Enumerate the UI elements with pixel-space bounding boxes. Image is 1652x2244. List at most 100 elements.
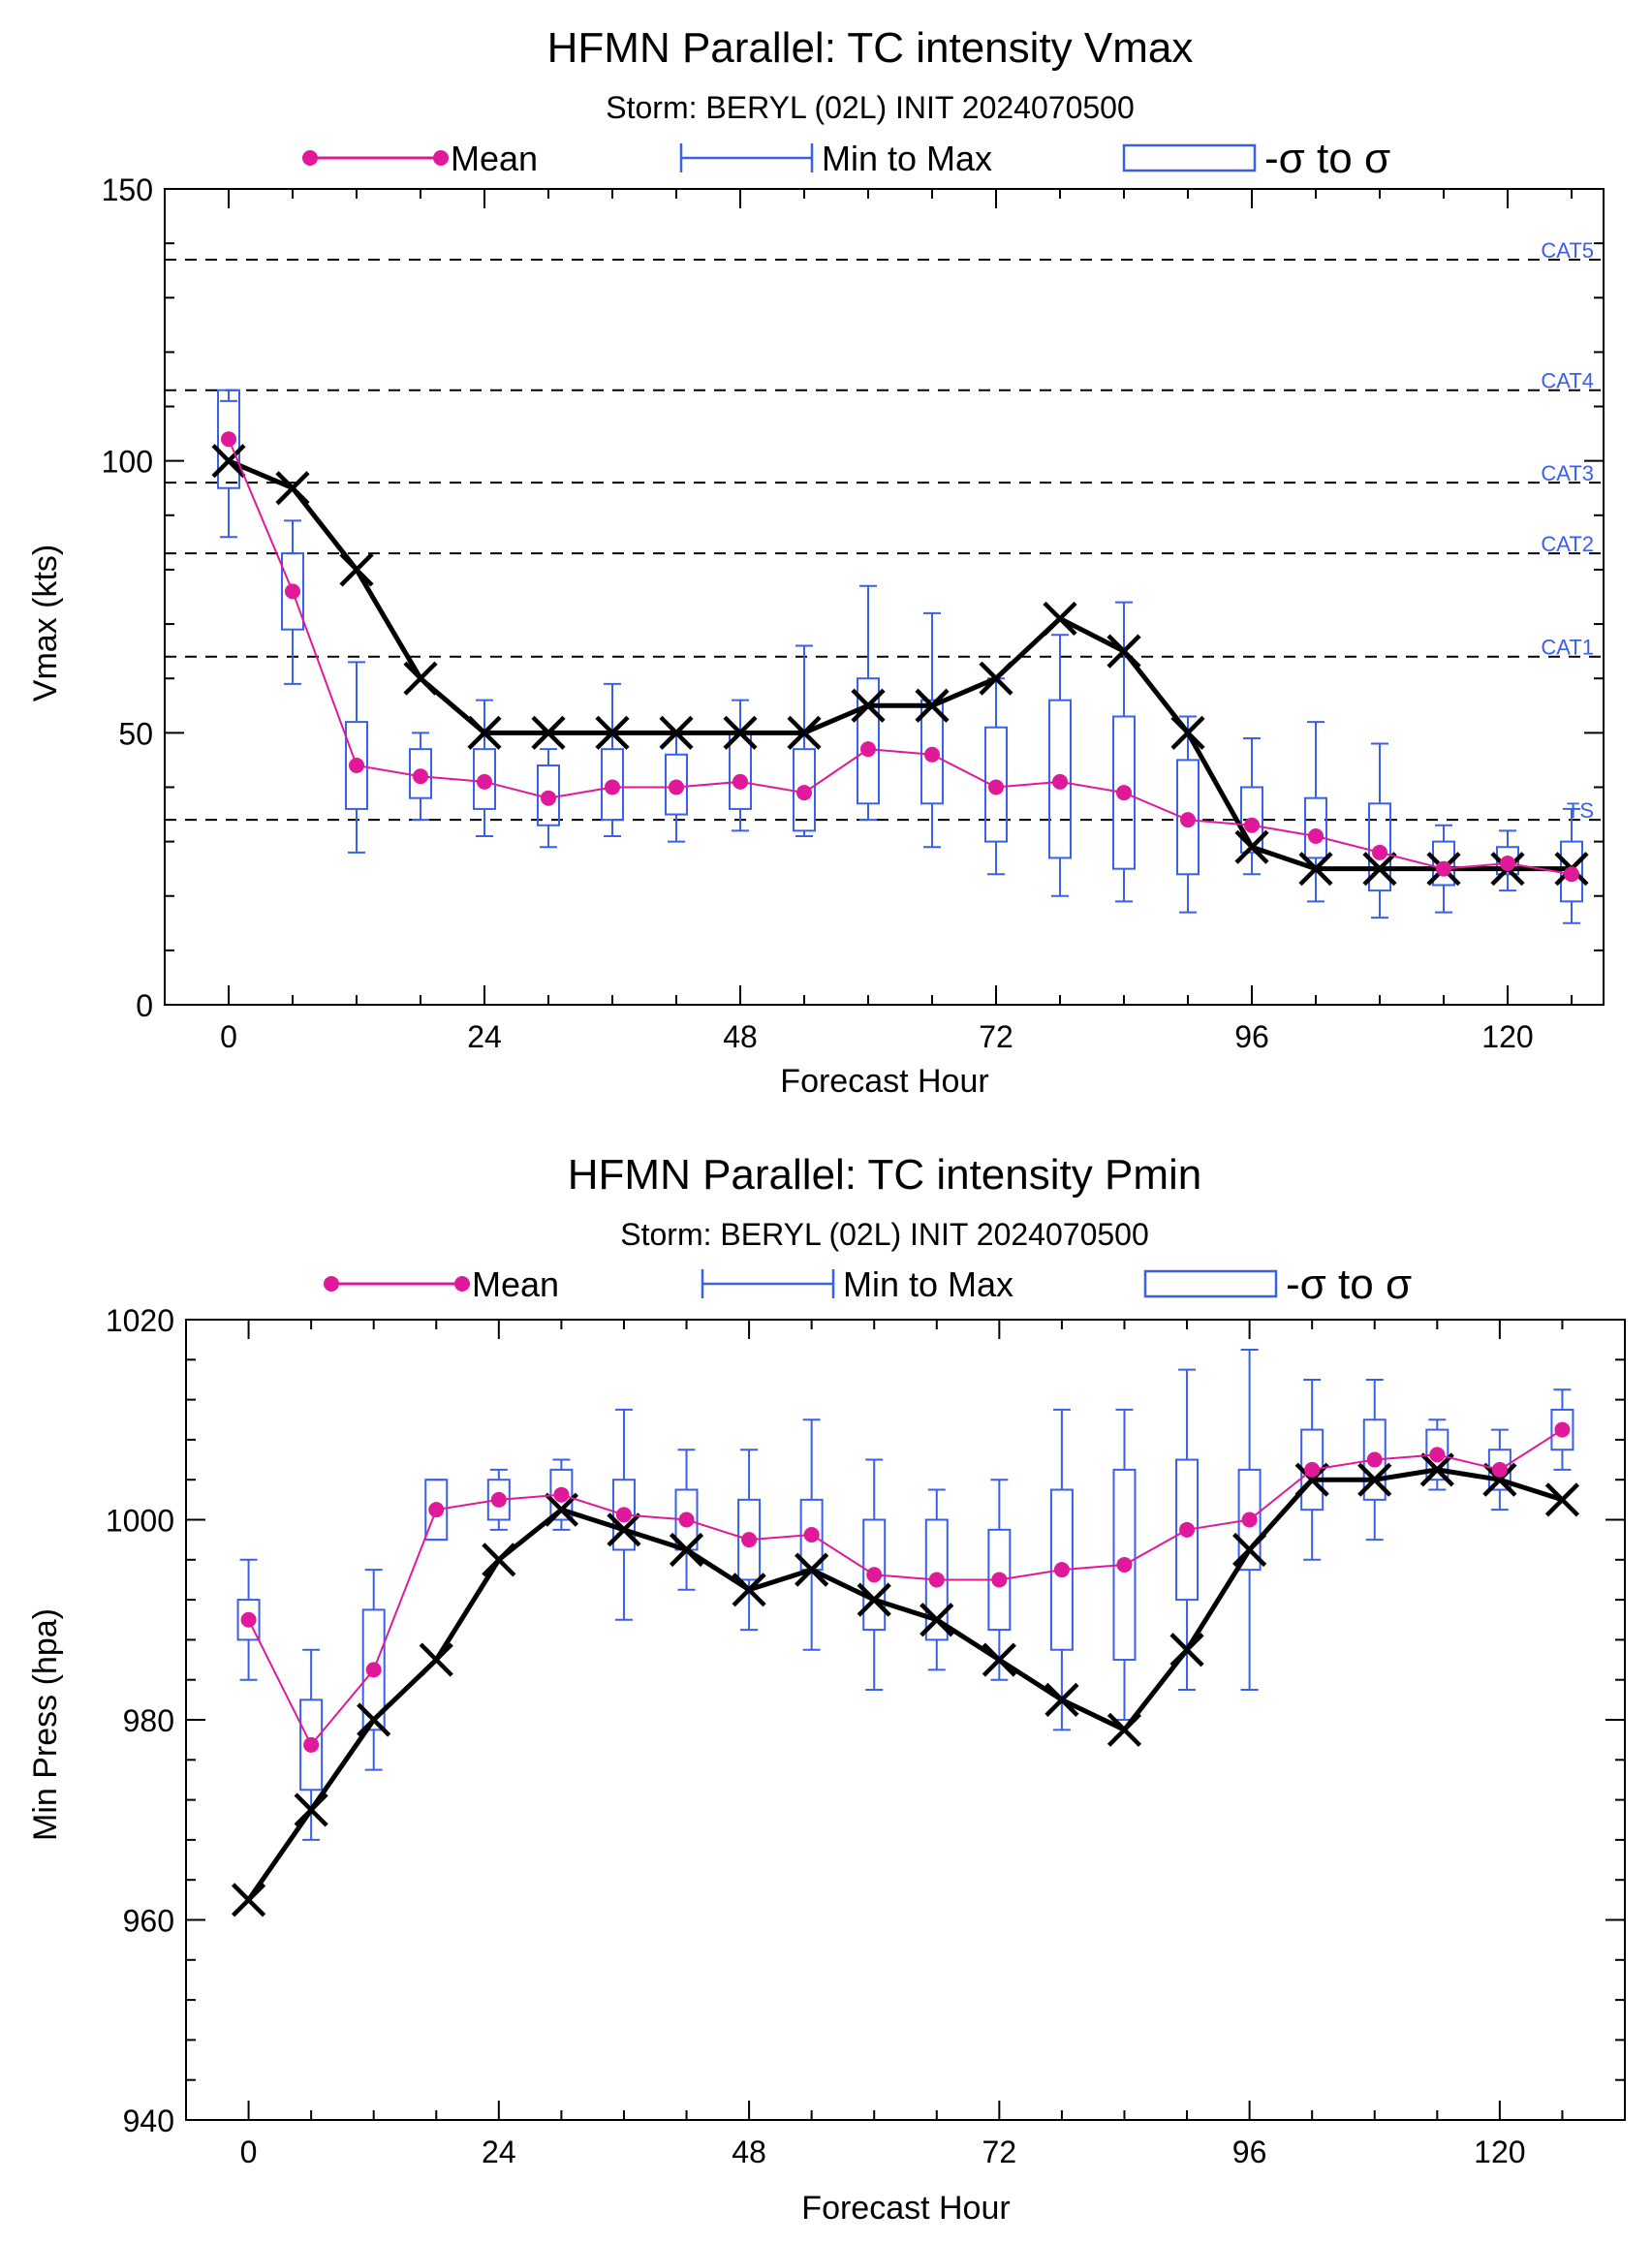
mean-point bbox=[1429, 1447, 1446, 1463]
actual-marker bbox=[723, 715, 758, 750]
sigma-box bbox=[236, 1599, 261, 1641]
mean-point bbox=[1366, 1451, 1383, 1468]
mean-point bbox=[1372, 844, 1387, 860]
sigma-box bbox=[1112, 715, 1136, 870]
mean-point bbox=[1241, 1512, 1258, 1528]
mean-line bbox=[228, 438, 1573, 876]
actual-marker bbox=[1362, 852, 1397, 887]
actual-marker bbox=[211, 444, 246, 479]
mean-point bbox=[477, 773, 492, 790]
mean-point bbox=[732, 773, 748, 790]
legend-mean-label: Mean bbox=[451, 139, 538, 178]
sigma-box bbox=[1368, 802, 1391, 892]
x-tick-label: 120 bbox=[1474, 2135, 1525, 2169]
x-tick-label: 24 bbox=[467, 1019, 502, 1054]
x-axis-label: Forecast Hour bbox=[780, 1063, 988, 1100]
pmin-chart: HFMN Parallel: TC intensity Pmin Storm: … bbox=[27, 1151, 1626, 2227]
threshold-label: CAT4 bbox=[1541, 369, 1594, 393]
mean-point bbox=[803, 1526, 820, 1543]
legend-mean-marker bbox=[454, 1276, 470, 1292]
legend: Mean Min to Max -σ to σ bbox=[324, 1261, 1412, 1308]
actual-marker bbox=[857, 1582, 891, 1617]
mean-point bbox=[1500, 856, 1515, 872]
mean-point bbox=[991, 1572, 1008, 1588]
threshold-label: CAT1 bbox=[1541, 636, 1594, 660]
legend-sigma-label: -σ to σ bbox=[1264, 135, 1390, 182]
legend-mean-marker bbox=[433, 150, 449, 166]
actual-marker bbox=[339, 552, 374, 587]
sigma-box bbox=[984, 726, 1008, 843]
mean-point bbox=[303, 1736, 320, 1753]
mean-point bbox=[741, 1532, 758, 1548]
mean-point bbox=[924, 746, 940, 763]
mean-point bbox=[428, 1502, 445, 1518]
actual-marker bbox=[294, 1792, 328, 1827]
actual-marker bbox=[419, 1642, 453, 1677]
x-tick-label: 72 bbox=[979, 1019, 1013, 1054]
actual-marker bbox=[1043, 601, 1077, 637]
y-tick-label: 960 bbox=[123, 1904, 174, 1939]
plot-area: 940 960 980 1000 1020 0 24 48 72 96 120 bbox=[106, 1303, 1626, 2169]
y-tick-label: 100 bbox=[102, 445, 153, 480]
sigma-box bbox=[857, 677, 880, 805]
mean-point bbox=[221, 431, 236, 448]
y-tick-label: 1000 bbox=[106, 1504, 174, 1539]
mean-point bbox=[1491, 1461, 1508, 1478]
chart-subtitle: Storm: BERYL (02L) INIT 2024070500 bbox=[620, 1217, 1149, 1252]
mean-point bbox=[490, 1491, 507, 1508]
threshold-label: CAT5 bbox=[1541, 238, 1594, 263]
mean-point bbox=[1564, 866, 1579, 883]
y-tick-label: 0 bbox=[136, 988, 153, 1023]
actual-marker bbox=[1298, 852, 1333, 887]
sigma-box bbox=[729, 732, 752, 810]
actual-marker bbox=[595, 715, 630, 750]
actual-marker bbox=[357, 1702, 391, 1737]
actual-marker bbox=[1419, 1452, 1454, 1487]
chart-title: HFMN Parallel: TC intensity Pmin bbox=[568, 1151, 1201, 1199]
legend-sigma: -σ to σ bbox=[1143, 1261, 1412, 1308]
mean-point bbox=[1052, 773, 1068, 790]
mean-point bbox=[1304, 1461, 1321, 1478]
y-tick-label: 940 bbox=[123, 2104, 174, 2138]
actual-marker bbox=[231, 1883, 266, 1917]
y-tick-label: 1020 bbox=[106, 1303, 174, 1338]
actual-marker bbox=[1357, 1462, 1392, 1497]
actual-marker bbox=[482, 1543, 516, 1577]
mean-point bbox=[669, 779, 684, 795]
vmax-chart: HFMN Parallel: TC intensity Vmax Storm: … bbox=[27, 24, 1605, 1100]
legend-range-label: Min to Max bbox=[822, 139, 992, 178]
actual-marker bbox=[851, 688, 886, 723]
legend-mean-marker bbox=[302, 150, 318, 166]
sigma-box bbox=[920, 699, 944, 805]
actual-marker bbox=[982, 1642, 1016, 1677]
y-axis-label: Vmax (kts) bbox=[27, 545, 64, 701]
x-tick-label: 0 bbox=[220, 1019, 237, 1054]
y-tick-label: 980 bbox=[123, 1703, 174, 1738]
plot-frame bbox=[185, 1319, 1626, 2121]
actual-marker bbox=[732, 1573, 766, 1607]
sigma-box bbox=[1550, 1408, 1574, 1451]
actual-marker bbox=[659, 715, 694, 750]
mean-point bbox=[541, 790, 556, 806]
actual-marker bbox=[920, 1603, 954, 1637]
threshold-label: CAT2 bbox=[1541, 532, 1594, 556]
sigma-box bbox=[1237, 1468, 1262, 1572]
chart-subtitle: Storm: BERYL (02L) INIT 2024070500 bbox=[606, 90, 1135, 125]
actual-line bbox=[228, 458, 1572, 872]
sigma-box bbox=[217, 389, 240, 489]
legend-sigma: -σ to σ bbox=[1122, 135, 1390, 182]
sigma-box bbox=[1240, 786, 1263, 854]
sigma-box bbox=[1176, 759, 1200, 876]
mean-point bbox=[796, 785, 812, 801]
actual-marker bbox=[607, 1512, 641, 1547]
legend-range: Min to Max bbox=[679, 139, 992, 178]
y-tick-label: 150 bbox=[102, 172, 153, 207]
actual-marker bbox=[1169, 1633, 1204, 1667]
mean-point bbox=[1308, 827, 1324, 844]
actual-line bbox=[246, 1467, 1564, 1902]
legend-sigma-label: -σ to σ bbox=[1286, 1261, 1412, 1308]
mean-point bbox=[1179, 1521, 1196, 1538]
mean-point bbox=[1053, 1562, 1070, 1578]
mean-point bbox=[860, 741, 876, 758]
mean-point bbox=[1116, 1556, 1133, 1573]
